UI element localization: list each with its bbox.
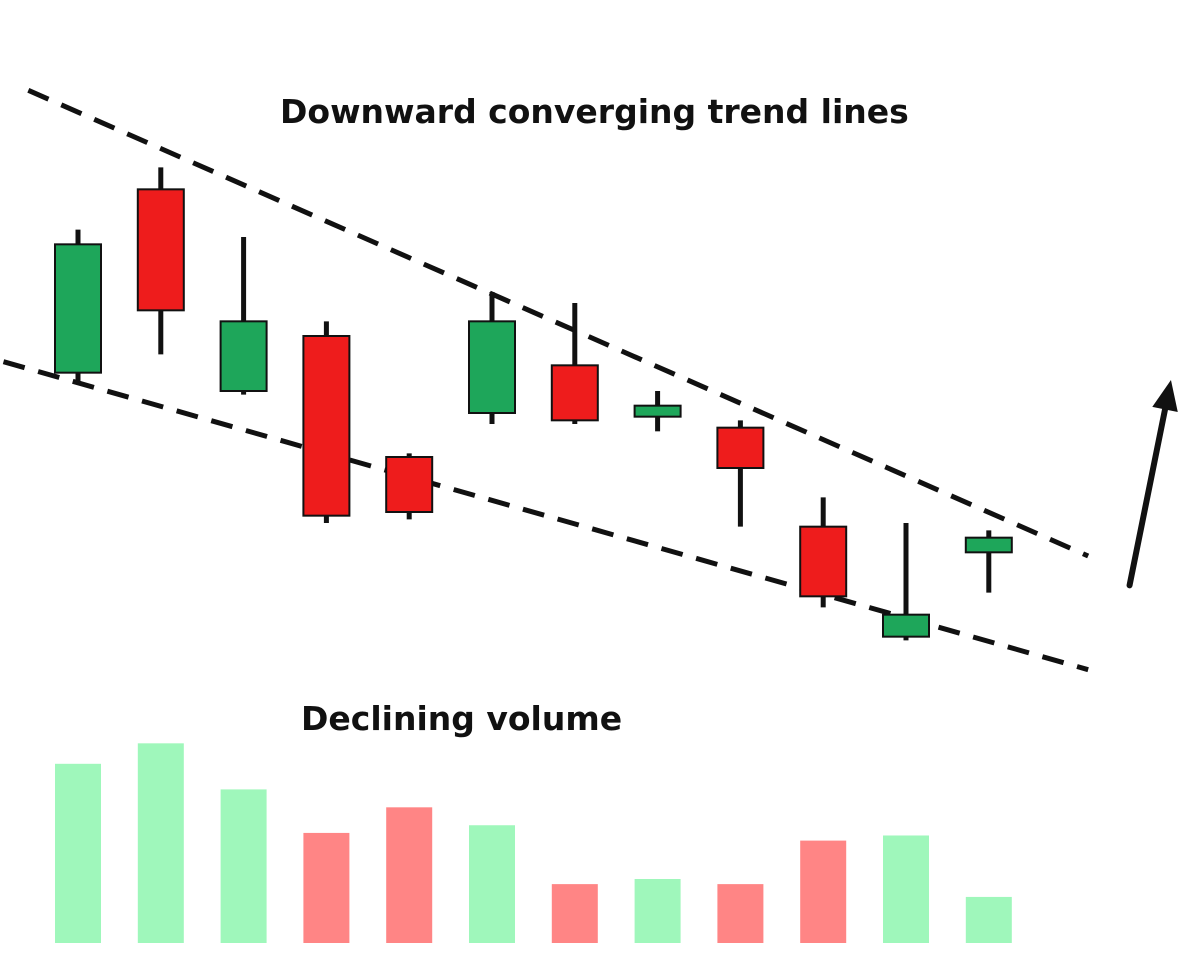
candle [302,321,351,523]
trend-label: Downward converging trend lines [280,92,909,131]
candles-layer [54,167,1013,641]
candle-body-up [964,536,1013,554]
trend-lines-layer [2,88,1090,673]
candle [54,229,102,384]
volume-bar-up [634,879,681,943]
candle [799,497,848,608]
candle-body-down [799,525,848,598]
volume-bar-up [137,743,184,943]
breakout-arrow-head [1152,380,1178,412]
candle-body-up [54,243,102,374]
volume-bar-down [717,884,764,943]
volume-layer [55,743,1012,943]
candle-body-down [302,335,351,517]
trend-line-upper [27,88,1090,559]
candle-body-up [468,320,516,415]
breakout-arrow-shaft [1126,389,1172,589]
candle-body-down [385,456,434,513]
candle-body-up [633,404,682,418]
volume-bar-down [303,832,350,943]
volume-bar-down [800,840,847,943]
volume-bar-down [551,884,598,943]
arrow-layer [1126,380,1178,589]
volume-bar-down [386,807,433,943]
candle [882,523,930,641]
volume-bar-up [883,835,929,943]
volume-bar-up [469,825,515,943]
candle [219,237,268,395]
candle [964,530,1013,593]
candle [385,453,434,520]
candle-body-down [550,364,599,422]
volume-bar-up [220,789,267,943]
volume-label: Declining volume [301,699,622,738]
volume-bar-up [965,896,1012,943]
candle-body-up [219,320,268,393]
candle [633,391,682,432]
candle-body-down [716,426,765,469]
candle [468,292,516,424]
candle-body-down [136,188,185,312]
candle [716,420,765,527]
candle [136,167,185,355]
candle-body-up [882,613,930,638]
candle [550,303,599,424]
volume-bar-up [55,763,101,943]
